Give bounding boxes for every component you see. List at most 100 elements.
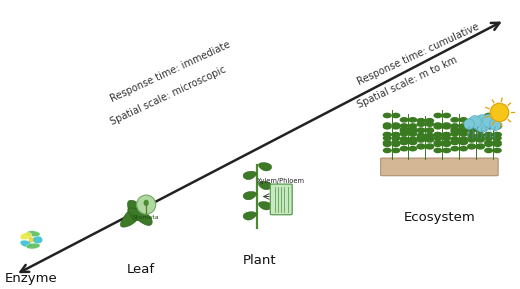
Polygon shape xyxy=(493,135,502,141)
Polygon shape xyxy=(400,139,409,144)
Polygon shape xyxy=(417,118,426,124)
Polygon shape xyxy=(400,128,409,134)
Polygon shape xyxy=(493,124,502,130)
Text: Enzyme: Enzyme xyxy=(5,272,58,285)
Polygon shape xyxy=(425,144,434,150)
Text: Response time: cumulative: Response time: cumulative xyxy=(356,21,481,87)
Polygon shape xyxy=(425,118,434,124)
Polygon shape xyxy=(417,137,426,143)
Polygon shape xyxy=(392,132,400,138)
Polygon shape xyxy=(417,121,426,127)
Polygon shape xyxy=(392,124,400,130)
Polygon shape xyxy=(408,140,418,145)
Polygon shape xyxy=(408,146,418,151)
Polygon shape xyxy=(127,200,144,221)
Polygon shape xyxy=(408,131,418,137)
Text: Plant: Plant xyxy=(243,254,277,267)
Ellipse shape xyxy=(144,200,149,206)
Polygon shape xyxy=(442,140,451,145)
Text: Stomata: Stomata xyxy=(133,215,160,220)
Polygon shape xyxy=(467,135,476,141)
Polygon shape xyxy=(417,127,426,133)
Polygon shape xyxy=(383,148,392,153)
Polygon shape xyxy=(450,139,460,144)
Polygon shape xyxy=(467,127,476,133)
Polygon shape xyxy=(493,132,502,138)
Polygon shape xyxy=(383,113,392,118)
Polygon shape xyxy=(383,132,392,138)
Polygon shape xyxy=(450,123,460,129)
Polygon shape xyxy=(400,146,409,151)
Text: Ecosystem: Ecosystem xyxy=(404,211,475,224)
Polygon shape xyxy=(442,132,451,138)
Polygon shape xyxy=(383,132,392,138)
Polygon shape xyxy=(425,133,434,138)
Polygon shape xyxy=(484,122,493,128)
Ellipse shape xyxy=(469,116,482,128)
Polygon shape xyxy=(459,131,468,137)
Polygon shape xyxy=(493,141,502,147)
Polygon shape xyxy=(392,135,400,141)
Polygon shape xyxy=(467,118,476,124)
Polygon shape xyxy=(493,148,502,153)
Ellipse shape xyxy=(27,243,40,249)
Polygon shape xyxy=(243,171,256,180)
Polygon shape xyxy=(476,121,485,127)
Polygon shape xyxy=(442,132,451,138)
Polygon shape xyxy=(434,132,443,138)
Polygon shape xyxy=(476,144,485,150)
Text: Spatial scale: microscopic: Spatial scale: microscopic xyxy=(109,65,228,127)
Polygon shape xyxy=(442,141,451,147)
Polygon shape xyxy=(400,136,409,142)
Polygon shape xyxy=(476,133,485,138)
Polygon shape xyxy=(258,162,272,171)
Ellipse shape xyxy=(464,119,474,129)
Polygon shape xyxy=(493,140,502,145)
Polygon shape xyxy=(459,123,468,129)
Polygon shape xyxy=(476,127,485,133)
Ellipse shape xyxy=(483,114,496,128)
Polygon shape xyxy=(392,132,400,138)
Polygon shape xyxy=(408,127,418,132)
Polygon shape xyxy=(434,135,443,141)
Polygon shape xyxy=(434,148,443,153)
Ellipse shape xyxy=(490,103,509,122)
Polygon shape xyxy=(392,148,400,153)
Polygon shape xyxy=(425,143,434,149)
Polygon shape xyxy=(400,140,409,145)
Ellipse shape xyxy=(20,232,32,240)
Polygon shape xyxy=(459,146,468,151)
Polygon shape xyxy=(392,113,400,118)
Polygon shape xyxy=(417,127,426,133)
Polygon shape xyxy=(243,191,256,200)
Polygon shape xyxy=(442,148,451,153)
Ellipse shape xyxy=(29,238,33,242)
Polygon shape xyxy=(484,124,493,130)
Text: Leaf: Leaf xyxy=(126,263,154,276)
Polygon shape xyxy=(400,123,409,129)
Polygon shape xyxy=(408,128,418,134)
Polygon shape xyxy=(493,113,502,118)
Polygon shape xyxy=(467,144,476,150)
Polygon shape xyxy=(476,135,485,141)
Ellipse shape xyxy=(20,240,32,247)
FancyBboxPatch shape xyxy=(270,184,292,215)
Polygon shape xyxy=(425,127,434,133)
Polygon shape xyxy=(408,123,418,129)
Polygon shape xyxy=(425,137,434,143)
Ellipse shape xyxy=(27,231,40,237)
FancyBboxPatch shape xyxy=(381,158,498,176)
Polygon shape xyxy=(417,135,426,141)
Polygon shape xyxy=(450,136,460,142)
Polygon shape xyxy=(493,122,502,128)
Polygon shape xyxy=(383,124,392,130)
Polygon shape xyxy=(392,140,400,145)
Polygon shape xyxy=(442,113,451,118)
Polygon shape xyxy=(417,133,426,138)
Polygon shape xyxy=(417,143,426,149)
Polygon shape xyxy=(408,139,418,144)
Polygon shape xyxy=(467,133,476,138)
Polygon shape xyxy=(484,141,493,147)
Ellipse shape xyxy=(474,115,491,132)
Polygon shape xyxy=(425,121,434,127)
